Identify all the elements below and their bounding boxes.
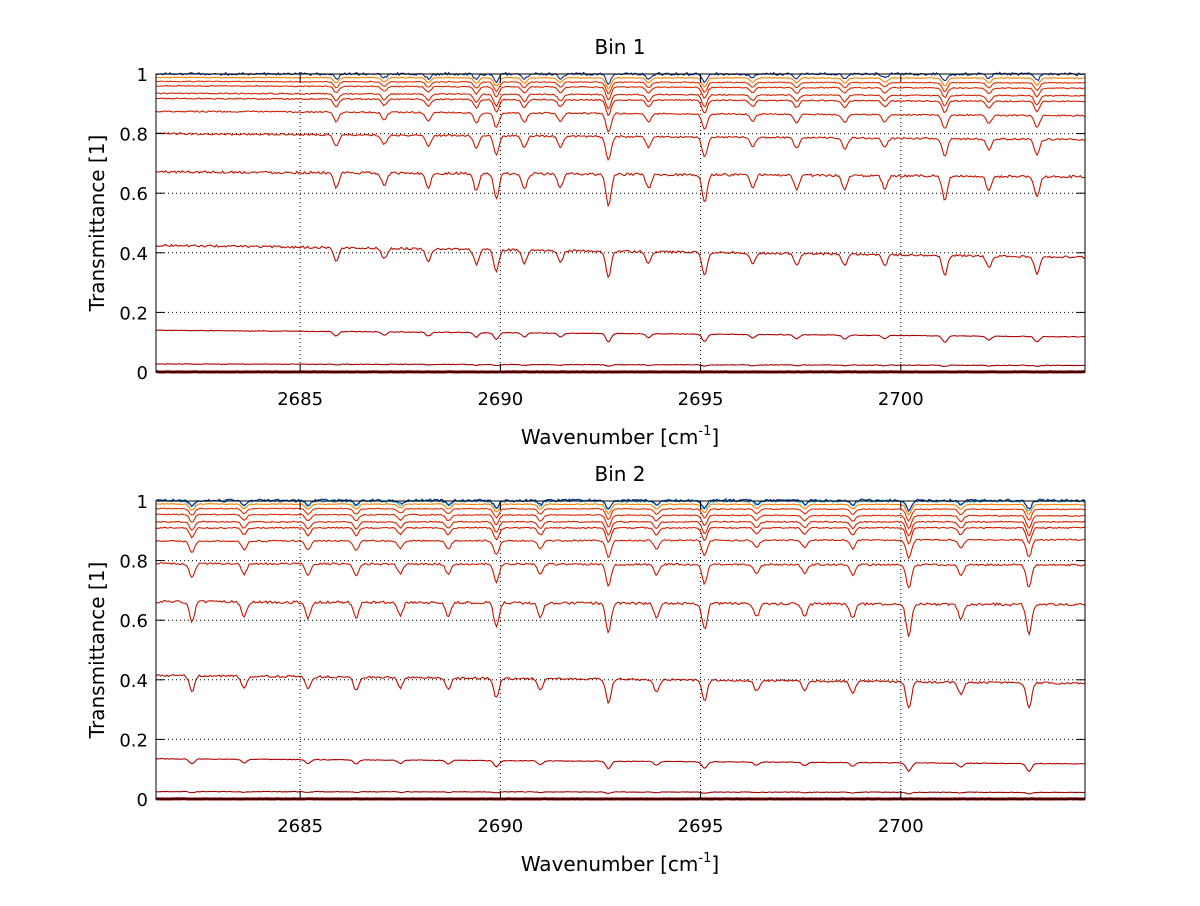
x-axis-label: Wavenumber [cm-1] — [521, 424, 719, 449]
y-tick-label: 0.2 — [119, 730, 148, 751]
x-tick-label: 2685 — [277, 389, 323, 410]
y-tick-label: 0.6 — [119, 611, 148, 632]
y-tick-label: 1 — [137, 65, 148, 86]
x-tick-label: 2690 — [477, 389, 523, 410]
x-axis-label-end: ] — [711, 425, 719, 449]
chart-title: Bin 2 — [594, 462, 645, 486]
y-tick-label: 0 — [137, 363, 148, 384]
y-tick-label: 0.6 — [119, 184, 148, 205]
x-axis-label: Wavenumber [cm-1] — [521, 851, 719, 876]
x-axis-label-main: Wavenumber [cm — [521, 425, 699, 449]
y-axis-label: Transmittance [1] — [85, 135, 109, 313]
y-tick-label: 0.4 — [119, 244, 148, 265]
y-tick-label: 1 — [137, 492, 148, 513]
y-tick-label: 0.8 — [119, 125, 148, 146]
x-axis-label-end: ] — [711, 852, 719, 876]
x-tick-label: 2685 — [277, 816, 323, 837]
y-axis-label: Transmittance [1] — [85, 562, 109, 740]
x-tick-label: 2700 — [878, 389, 924, 410]
x-axis-label-exponent: -1 — [698, 851, 711, 866]
x-tick-label: 2695 — [678, 389, 724, 410]
y-tick-label: 0 — [137, 790, 148, 811]
x-tick-label: 2695 — [678, 816, 724, 837]
y-tick-label: 0.4 — [119, 671, 148, 692]
x-axis-label-exponent: -1 — [698, 424, 711, 439]
y-tick-label: 0.8 — [119, 552, 148, 573]
chart-title: Bin 1 — [594, 35, 645, 59]
x-axis-label-main: Wavenumber [cm — [521, 852, 699, 876]
x-tick-label: 2700 — [878, 816, 924, 837]
y-tick-label: 0.2 — [119, 303, 148, 324]
x-tick-label: 2690 — [477, 816, 523, 837]
